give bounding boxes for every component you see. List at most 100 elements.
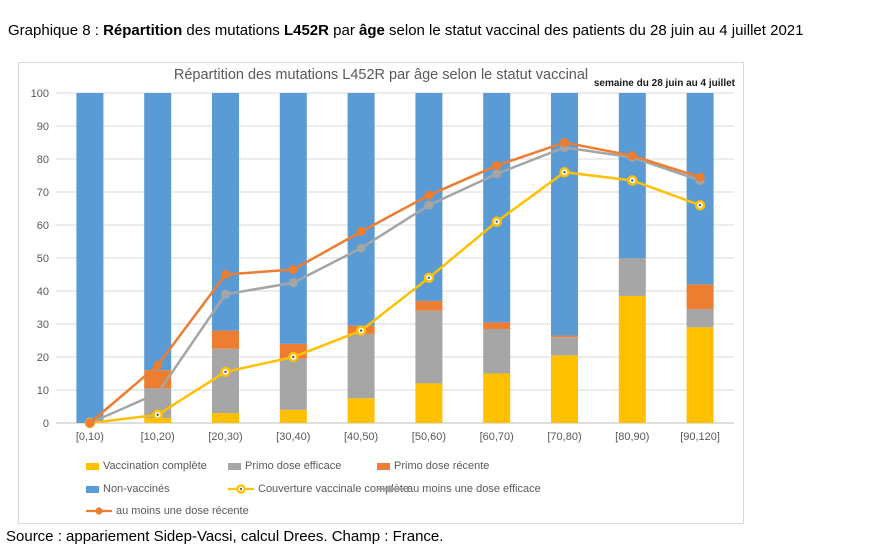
y-tick-label: 10 [37, 385, 49, 397]
x-tick-label: [30,40) [276, 431, 310, 443]
chart-subtitle: semaine du 28 juin au 4 juillet [593, 78, 735, 89]
legend-swatch-line [228, 484, 254, 494]
caption-segment: Répartition [103, 22, 183, 39]
legend-swatch-line [86, 507, 112, 515]
caption-segment: selon le statut vaccinal des patients du… [384, 22, 804, 39]
legend-label: Primo dose efficace [245, 460, 342, 472]
source-note: Source : appariement Sidep-Vacsi, calcul… [6, 528, 444, 545]
bar-segment [347, 398, 375, 423]
legend-label: Vaccination complète [103, 460, 207, 472]
y-tick-label: 40 [37, 286, 49, 298]
bar-segment [483, 328, 511, 374]
line-marker-dot [427, 276, 431, 279]
legend-swatch-bar [228, 462, 241, 470]
bar-segment [347, 333, 375, 399]
bar-segment [483, 322, 511, 329]
bar-segment [144, 93, 172, 371]
chart-frame: Répartition des mutations L452R par âge … [18, 62, 744, 524]
legend-item: au moins une dose récente [86, 505, 249, 517]
line-marker [424, 200, 434, 210]
legend-swatch-line [377, 485, 403, 493]
line-marker-dot [631, 179, 634, 182]
legend-label: au moins une dose efficace [407, 483, 541, 495]
legend-item: Couverture vaccinale complète [228, 483, 409, 495]
bar-segment [279, 93, 307, 344]
legend-item: Primo dose efficace [228, 460, 341, 472]
x-tick-label: [40,50) [344, 431, 378, 443]
line-marker [221, 270, 230, 279]
line-marker [424, 190, 434, 200]
bar-segment [686, 93, 714, 285]
line-series [89, 141, 701, 424]
y-tick-label: 70 [37, 187, 49, 199]
figure-caption: Graphique 8 : Répartition des mutations … [8, 20, 870, 41]
bar-segment [618, 258, 646, 296]
bar-segment [686, 327, 714, 423]
y-tick-label: 30 [37, 319, 49, 331]
legend-label: Primo dose récente [394, 460, 490, 472]
legend-label: Couverture vaccinale complète [258, 483, 410, 495]
bar-segment [144, 418, 172, 423]
bar-segment [347, 93, 375, 326]
y-tick-label: 80 [37, 154, 49, 166]
bar-segment [415, 310, 443, 384]
legend-swatch-bar [86, 462, 99, 470]
y-tick-label: 60 [37, 220, 49, 232]
y-tick-label: 90 [37, 121, 49, 133]
legend-item: Vaccination complète [86, 460, 207, 472]
chart-title: Répartition des mutations L452R par âge … [173, 67, 589, 83]
line-marker [492, 161, 502, 171]
caption-segment: L452R [283, 22, 329, 39]
bar-segment [551, 355, 578, 423]
line-marker [492, 169, 502, 179]
bar-segment [483, 93, 511, 323]
line-marker [288, 278, 298, 288]
bar-segment [279, 358, 307, 410]
y-tick-label: 100 [31, 88, 49, 100]
bar-segment [686, 309, 714, 328]
line-marker [356, 227, 366, 237]
line-marker [153, 388, 163, 398]
x-tick-label: [80,90) [615, 431, 649, 443]
x-tick-label: [60,70) [480, 431, 514, 443]
bar-segment [415, 383, 443, 423]
caption-segment: âge [359, 22, 385, 39]
y-tick-label: 50 [37, 253, 49, 265]
line-series [89, 146, 701, 425]
line-marker-dot [698, 204, 702, 207]
bar-segment [551, 93, 578, 336]
line-marker [560, 138, 569, 147]
line-series [89, 170, 701, 425]
plot-area: 0 10 20 30 40 50 60 70 80 90 100 [0,10) [10,20) [20,3… [31, 88, 734, 443]
caption-segment: par [328, 22, 359, 39]
line-marker-dot [563, 171, 566, 174]
bar-segment [551, 337, 578, 356]
x-tick-label: [0,10) [76, 431, 104, 443]
bar-segment [551, 335, 578, 338]
caption-segment: des mutations [182, 22, 284, 39]
line-marker [627, 151, 637, 161]
legend-label: au moins une dose récente [116, 505, 249, 517]
bar-segment [279, 409, 307, 423]
bar-segment [483, 373, 511, 423]
bar-segment [212, 413, 239, 423]
y-tick-label: 20 [37, 352, 49, 364]
x-tick-label: [20,30) [208, 431, 242, 443]
line-marker [695, 172, 705, 182]
bar-segment [212, 330, 239, 349]
bar-segment [76, 93, 104, 423]
legend-label: Non-vaccinés [103, 483, 170, 495]
bar-segment [212, 348, 239, 414]
line-marker [221, 289, 230, 299]
legend-item: au moins une dose efficace [377, 483, 541, 495]
line-marker [85, 418, 95, 428]
y-tick-label: 0 [43, 418, 49, 430]
legend-swatch-bar [377, 462, 390, 470]
legend-item: Primo dose récente [377, 460, 489, 472]
line-marker-dot [156, 413, 159, 416]
x-tick-label: [90,120] [680, 431, 720, 443]
x-tick-label: [10,20) [141, 431, 175, 443]
x-tick-label: [70,80) [547, 431, 581, 443]
legend-item: Non-vaccinés [86, 483, 170, 495]
